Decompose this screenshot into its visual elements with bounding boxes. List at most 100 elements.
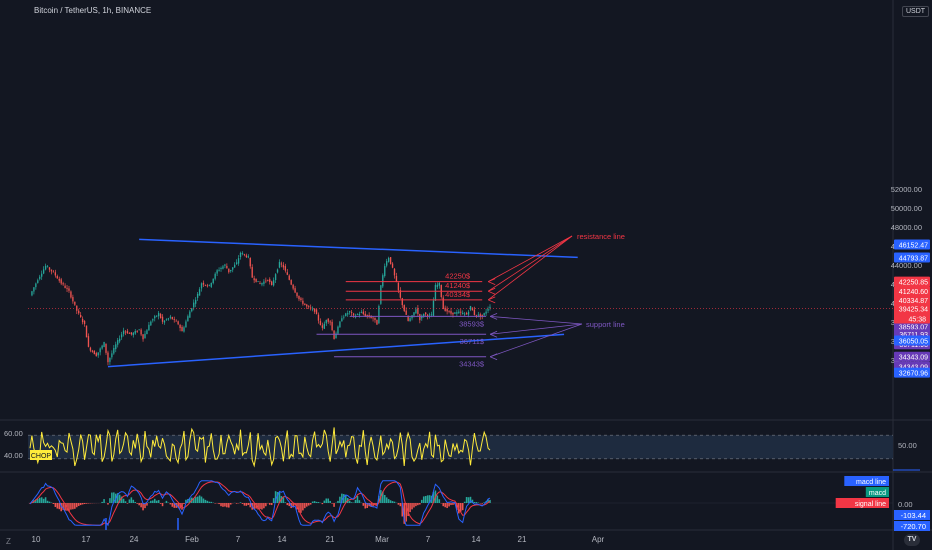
- candle-body: [154, 316, 156, 319]
- macd-bar: [136, 503, 138, 504]
- price-tag: [894, 294, 930, 305]
- candle-body: [214, 273, 216, 279]
- macd-bar: [42, 498, 45, 503]
- candle-body: [424, 312, 427, 315]
- candle-body: [352, 313, 355, 316]
- candle-body: [191, 308, 193, 312]
- chart-title: Bitcoin / TetherUS, 1h, BINANCE: [34, 6, 152, 15]
- macd-bar: [341, 493, 343, 503]
- candle-body: [54, 272, 57, 276]
- support-arrow: [489, 323, 583, 358]
- candle-body: [308, 306, 310, 308]
- candle-body: [126, 331, 129, 334]
- candle-body: [315, 309, 318, 315]
- candle-body: [317, 314, 320, 321]
- price-tag-label: 36711.93: [899, 342, 928, 349]
- candle-body: [329, 321, 331, 323]
- macd-bar: [385, 497, 388, 503]
- candle-body: [232, 267, 234, 270]
- candle-body: [101, 345, 103, 349]
- macd-bar: [268, 503, 271, 505]
- candle-body: [74, 301, 76, 305]
- candle-body: [202, 282, 205, 285]
- candle-body: [311, 308, 314, 310]
- macd-bar: [382, 491, 384, 503]
- macd-bar: [300, 503, 302, 513]
- macd-bar: [362, 503, 365, 506]
- macd-bar: [126, 503, 129, 504]
- support-annotation: support line: [586, 320, 625, 329]
- resistance-annotation: resistance line: [577, 232, 625, 241]
- macd-bar: [79, 503, 82, 506]
- macd-bar: [261, 503, 263, 510]
- price-tag: [894, 252, 930, 263]
- candle-body: [111, 353, 113, 358]
- macd-bar: [83, 503, 86, 505]
- candle-body: [249, 258, 251, 267]
- macd-bar: [85, 503, 88, 504]
- macd-bar: [327, 498, 329, 503]
- support-arrow: [490, 323, 583, 335]
- candle-body: [39, 276, 41, 279]
- macd-value: -720.70: [901, 522, 926, 531]
- macd-bar: [173, 503, 176, 508]
- macd-bar: [60, 503, 62, 512]
- macd-bar: [370, 503, 372, 507]
- macd-bar: [358, 500, 361, 503]
- candle-body: [241, 253, 244, 254]
- candle-body: [169, 316, 172, 318]
- macd-bar: [146, 503, 148, 506]
- candle-body: [95, 353, 97, 357]
- candle-body: [386, 261, 388, 266]
- candle-body: [278, 261, 281, 268]
- macd-bar: [298, 503, 300, 513]
- candle-body: [200, 283, 203, 289]
- candle-body: [325, 319, 327, 324]
- macd-bar: [196, 496, 199, 503]
- chop-tick: 40.00: [4, 451, 23, 460]
- macd-bar: [192, 498, 195, 503]
- macd-bar: [62, 503, 64, 510]
- candle-body: [426, 314, 429, 317]
- macd-bar: [313, 501, 316, 503]
- macd-legend-label: macd: [869, 490, 886, 497]
- macd-bar: [321, 503, 324, 505]
- macd-bar: [200, 496, 203, 503]
- candle-body: [345, 313, 347, 316]
- macd-bar: [459, 503, 462, 512]
- macd-bar: [413, 503, 415, 508]
- currency-label[interactable]: USDT: [902, 6, 930, 17]
- candle-body: [31, 291, 33, 296]
- candle-body: [81, 318, 84, 323]
- macd-bar: [185, 499, 187, 503]
- candle-body: [144, 333, 146, 339]
- candle-body: [366, 314, 368, 316]
- candle-body: [122, 330, 125, 335]
- timezone-button[interactable]: Z: [6, 537, 11, 546]
- candle-body: [481, 314, 483, 317]
- candle-body: [159, 313, 162, 319]
- macd-bar: [288, 503, 291, 507]
- candle-body: [224, 264, 226, 266]
- macd-bar: [405, 503, 407, 522]
- candle-body: [393, 268, 396, 276]
- countdown-timer: 45:38: [908, 316, 926, 323]
- candle-body: [337, 326, 339, 334]
- candle-body: [438, 282, 441, 286]
- candle-body: [140, 329, 142, 335]
- macd-bar: [150, 500, 152, 503]
- candle-body: [263, 281, 265, 284]
- candle-body: [87, 336, 90, 347]
- macd-bar: [224, 503, 226, 507]
- macd-bar: [276, 491, 279, 503]
- tradingview-logo-icon[interactable]: TV: [904, 534, 920, 546]
- candle-body: [423, 314, 425, 317]
- arrow-head: [488, 287, 496, 295]
- candle-body: [364, 313, 366, 317]
- macd-bar: [111, 492, 113, 503]
- macd-bar: [448, 503, 450, 507]
- candle-body: [165, 319, 168, 321]
- candle-body: [407, 316, 409, 321]
- candle-body: [483, 313, 485, 316]
